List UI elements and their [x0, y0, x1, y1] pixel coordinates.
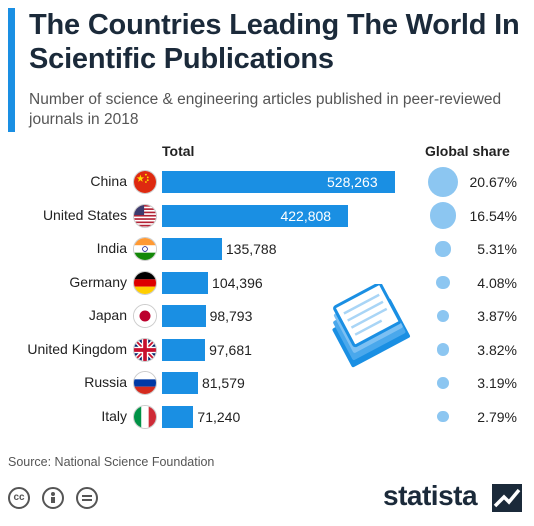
india-flag-icon	[133, 237, 157, 261]
country-label: Japan	[88, 307, 127, 323]
chart-row: Russia 81,579 3.19%	[0, 368, 534, 398]
journal-papers-illustration	[332, 284, 410, 368]
share-label: 16.54%	[469, 207, 517, 224]
creative-commons-icon[interactable]: cc	[8, 487, 30, 509]
chart-title: The Countries Leading The World In Scien…	[29, 9, 520, 75]
uk-flag-icon	[133, 337, 157, 362]
share-bubble	[437, 410, 449, 422]
value-label: 135,788	[225, 241, 277, 257]
no-derivatives-icon[interactable]	[76, 487, 98, 509]
share-bubble	[436, 343, 450, 356]
china-flag-icon	[133, 170, 157, 194]
bar	[162, 271, 209, 294]
value-label: 98,793	[209, 308, 253, 324]
share-label: 3.87%	[477, 308, 517, 324]
usa-flag-icon	[133, 203, 157, 228]
bar	[162, 238, 222, 260]
share-label: 3.82%	[477, 341, 517, 358]
chart-row: China 528,263 20.67%	[0, 167, 534, 197]
value-label: 422,808	[280, 207, 332, 224]
share-bubble	[435, 241, 451, 257]
total-column-header: Total	[162, 143, 195, 159]
country-label: Germany	[69, 273, 127, 290]
share-bubble	[436, 275, 450, 290]
country-label: United Kingdom	[27, 340, 127, 357]
bar	[162, 372, 198, 394]
chart-row: India 135,788 5.31%	[0, 234, 534, 264]
germany-flag-icon	[133, 270, 157, 295]
statista-logo[interactable]: statista	[383, 480, 478, 511]
chart-row: Germany 104,396 4.08%	[0, 268, 534, 298]
bar	[162, 171, 395, 193]
global-share-column-header: Global share	[425, 143, 510, 159]
share-bubble	[428, 167, 458, 197]
japan-flag-icon	[133, 304, 157, 328]
chart-row: Italy 71,240 2.79%	[0, 402, 534, 432]
chart-row: Japan 98,793 3.87%	[0, 301, 534, 331]
chart-subtitle: Number of science & engineering articles…	[29, 91, 502, 128]
country-label: India	[96, 240, 127, 256]
value-label: 528,263	[327, 174, 378, 190]
share-label: 5.31%	[477, 241, 517, 257]
chart-row: United States 422,808 16.54%	[0, 201, 534, 231]
bar	[162, 204, 349, 227]
share-label: 3.19%	[477, 375, 517, 391]
value-label: 97,681	[209, 341, 252, 358]
country-label: United States	[42, 206, 127, 223]
title-accent-bar	[8, 8, 15, 132]
attribution-icon[interactable]	[42, 487, 64, 509]
share-bubble	[436, 309, 450, 323]
value-label: 81,579	[201, 375, 245, 391]
share-bubble	[429, 202, 457, 229]
share-label: 4.08%	[477, 274, 517, 291]
value-label: 104,396	[212, 274, 263, 291]
value-label: 71,240	[197, 408, 241, 425]
country-label: Italy	[101, 407, 127, 424]
bar	[162, 405, 194, 428]
bar	[162, 305, 206, 327]
russia-flag-icon	[133, 371, 157, 395]
share-bubble	[437, 377, 449, 389]
share-label: 2.79%	[477, 408, 517, 425]
country-label: Russia	[84, 374, 127, 390]
share-label: 20.67%	[469, 174, 517, 190]
italy-flag-icon	[133, 404, 157, 429]
statista-logo-icon	[492, 484, 522, 512]
source-note: Source: National Science Foundation	[8, 455, 215, 469]
chart-row: United Kingdom 97,681 3.82%	[0, 335, 534, 365]
country-label: China	[90, 173, 127, 189]
bar	[162, 338, 206, 361]
